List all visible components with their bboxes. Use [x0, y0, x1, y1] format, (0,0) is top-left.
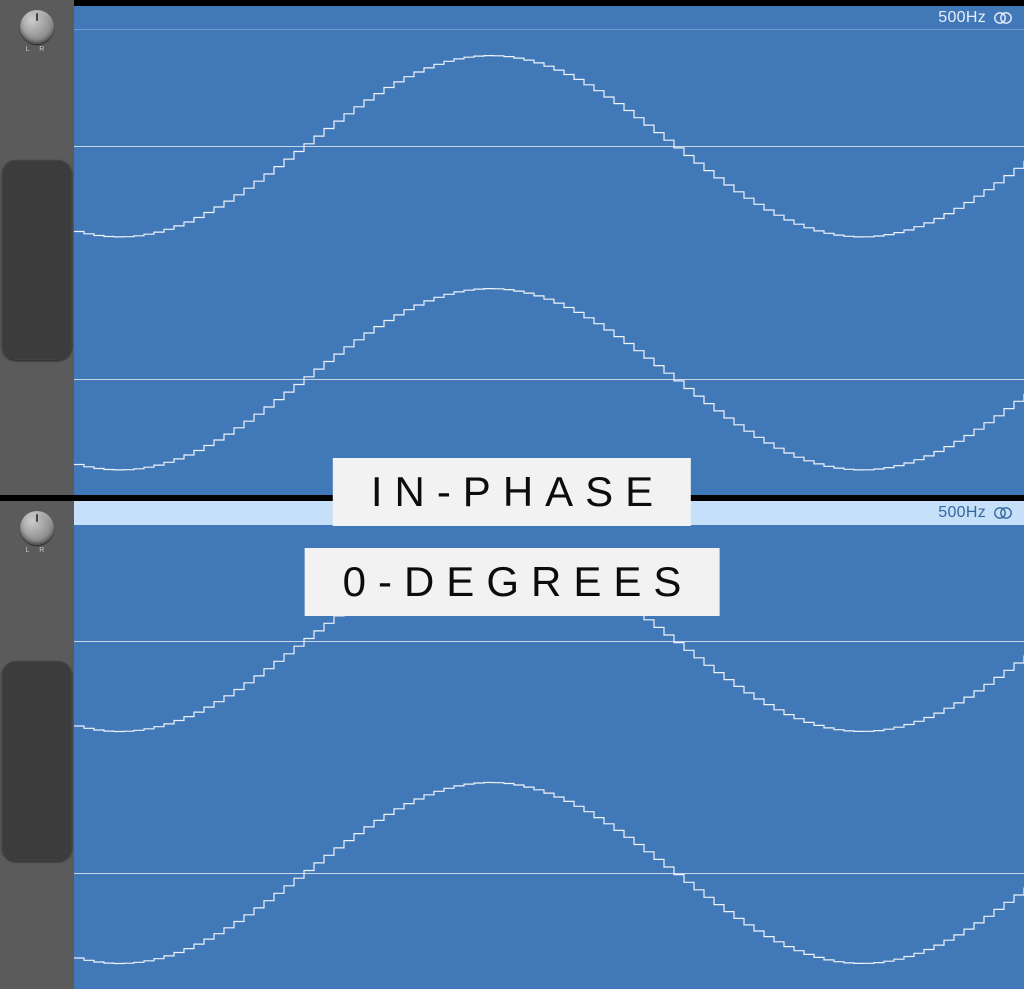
stereo-icon [992, 11, 1014, 25]
pan-knob-icon [20, 10, 54, 44]
waveform-channel [74, 757, 1024, 989]
overlay-label-inphase: IN-PHASE [333, 458, 691, 526]
clip-header[interactable]: 500Hz [74, 6, 1024, 30]
pan-lr-label: L R [26, 46, 49, 53]
pan-lr-label: L R [26, 547, 49, 554]
volume-fader-handle[interactable] [2, 661, 72, 861]
clip-freq-label: 500Hz [938, 9, 986, 27]
track-pane-1[interactable]: 500Hz [74, 6, 1024, 495]
waveform-channel [74, 30, 1024, 263]
sidebar-track-2: L R [0, 501, 74, 989]
clip-freq-label: 500Hz [938, 504, 986, 522]
stereo-icon [992, 506, 1014, 520]
sidebar-track-1: L R [0, 0, 74, 495]
pan-knob-icon [20, 511, 54, 545]
overlay-label-0deg: 0-DEGREES [305, 548, 720, 616]
volume-fader-handle[interactable] [2, 160, 72, 360]
waveform [74, 757, 1024, 989]
pan-control[interactable]: L R [0, 507, 74, 557]
daw-screenshot: L R L R 500Hz 500Hz IN-PHAS [0, 0, 1024, 989]
pan-control[interactable]: L R [0, 6, 74, 56]
waveform [74, 30, 1024, 263]
